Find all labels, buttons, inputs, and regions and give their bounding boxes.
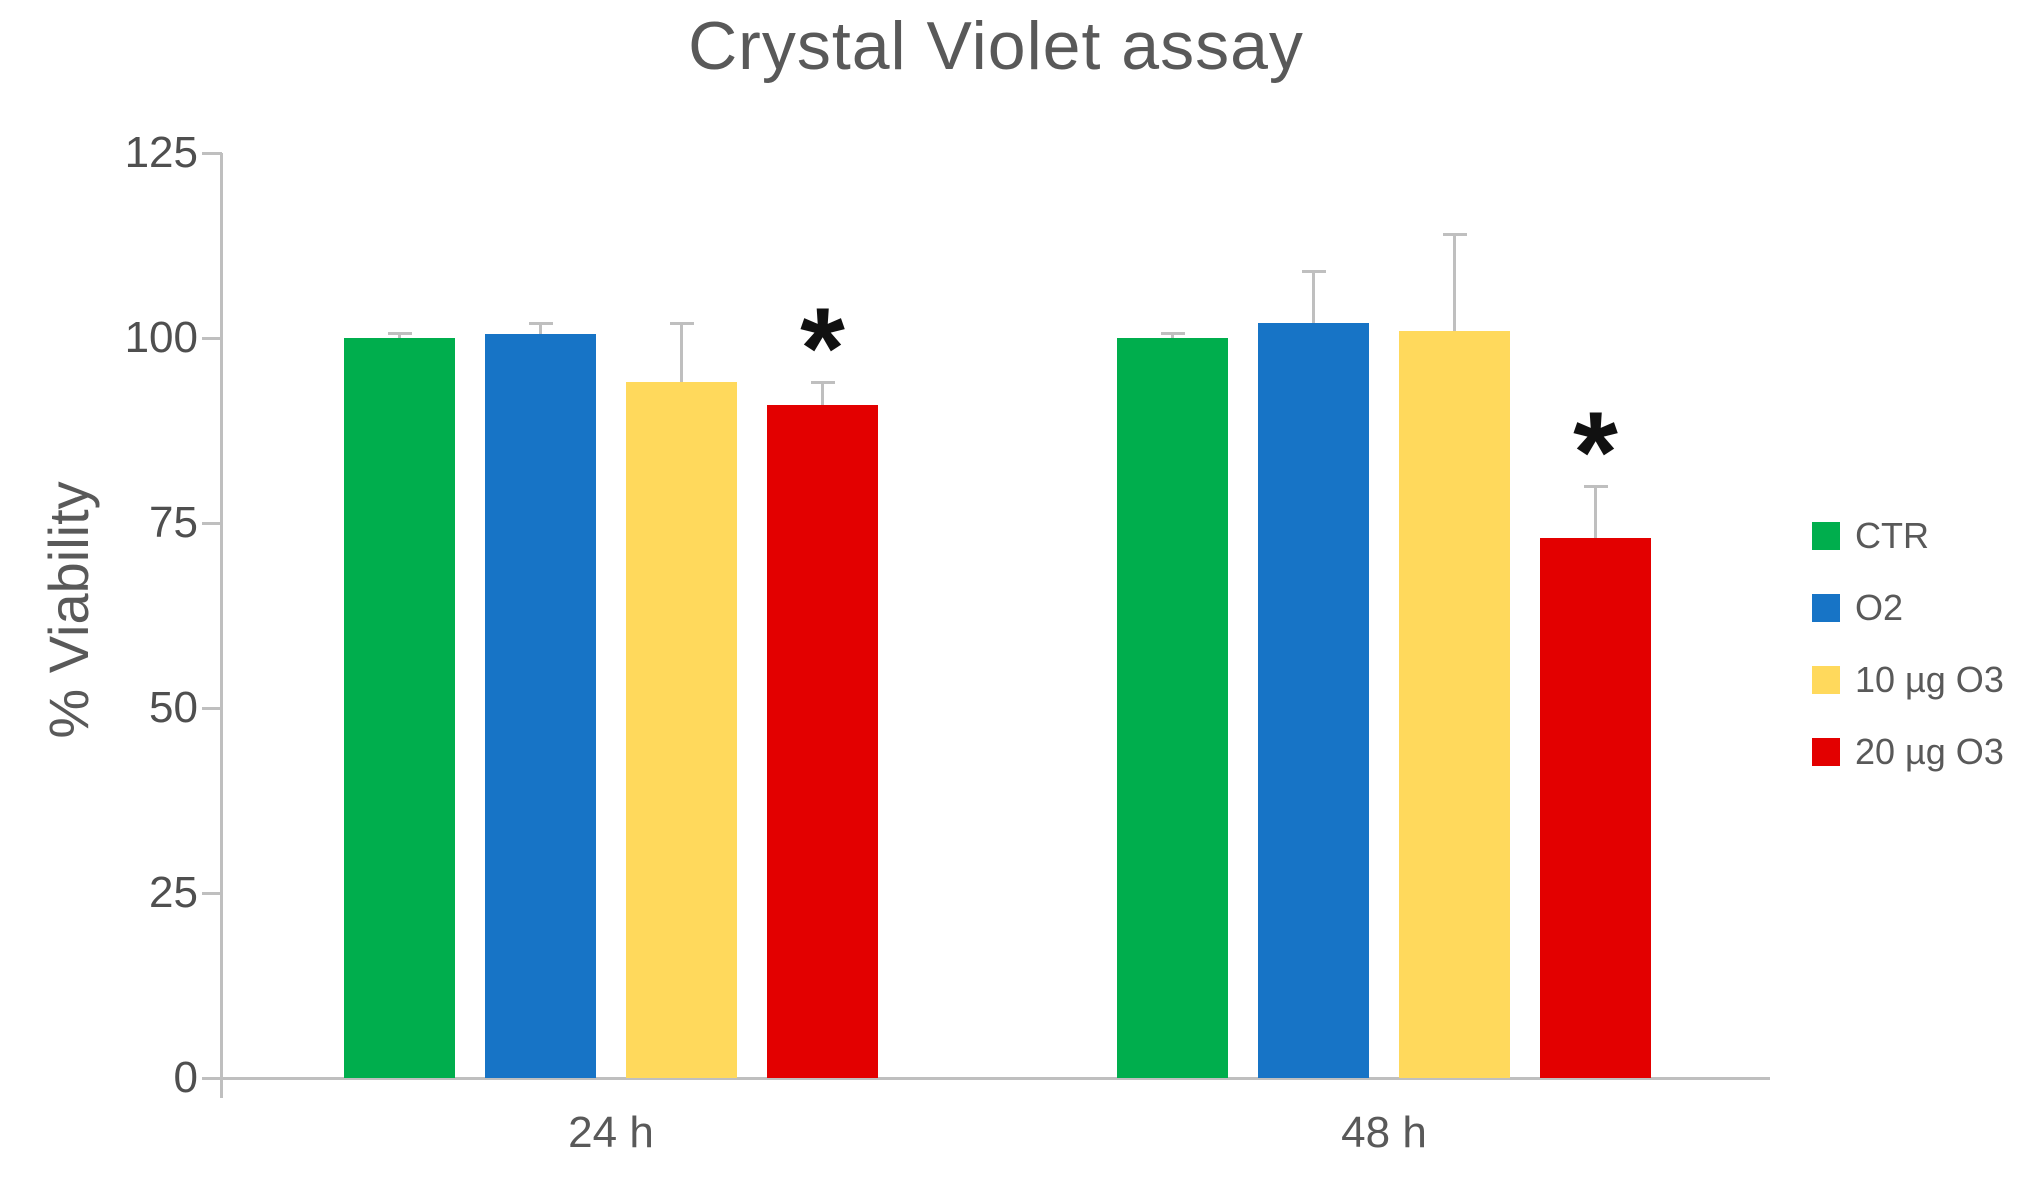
y-tick-mark: [202, 1076, 222, 1080]
y-tick-label: 100: [124, 313, 198, 362]
bar-O2-48h: [1258, 323, 1369, 1078]
y-tick-label: 50: [149, 683, 198, 732]
error-bar: [1171, 332, 1174, 338]
error-bar-cap: [669, 322, 694, 326]
legend-item: O2: [1812, 590, 2004, 626]
legend-swatch: [1812, 522, 1840, 550]
error-bar-cap: [1583, 485, 1608, 488]
y-tick-label: 75: [149, 498, 198, 547]
significance-asterisk: *: [1573, 389, 1618, 517]
legend-item: CTR: [1812, 518, 2004, 554]
legend-item: 20 µg O3: [1812, 734, 2004, 770]
legend-swatch: [1812, 666, 1840, 694]
significance-asterisk: *: [800, 285, 845, 414]
legend-label: O2: [1855, 587, 1904, 628]
error-bar: [680, 323, 683, 383]
legend-label: 20 µg O3: [1855, 731, 2004, 772]
x-axis-left-tick: [220, 1078, 223, 1098]
bar-20-µg-O3-24h: [767, 404, 878, 1078]
y-tick-label: 0: [173, 1053, 198, 1102]
legend-label: CTR: [1855, 515, 1929, 556]
error-bar: [1594, 486, 1597, 538]
y-tick-mark: [202, 336, 222, 340]
bar-CTR-24h: [344, 338, 455, 1078]
error-bar-cap: [1442, 233, 1467, 237]
error-bar-cap: [387, 331, 412, 335]
y-tick-mark: [202, 891, 222, 895]
bar-10-µg-O3-48h: [1399, 330, 1510, 1078]
y-tick-mark: [202, 521, 222, 525]
y-tick-mark: [202, 706, 222, 710]
legend-swatch: [1812, 738, 1840, 766]
y-tick-label: 25: [149, 868, 198, 917]
x-category-label: 24 h: [568, 1108, 654, 1157]
x-category-label: 48 h: [1341, 1108, 1427, 1157]
bar-10-µg-O3-24h: [626, 382, 737, 1078]
y-axis-title: % Viability: [37, 481, 100, 739]
y-tick-label: 125: [124, 128, 198, 177]
bar-O2-24h: [485, 334, 596, 1078]
error-bar: [1312, 271, 1315, 324]
error-bar: [539, 323, 542, 335]
legend-item: 10 µg O3: [1812, 662, 2004, 698]
x-axis-line: [222, 1077, 1770, 1080]
y-axis-line: [220, 153, 223, 1078]
legend-label: 10 µg O3: [1855, 659, 2004, 700]
bar-CTR-48h: [1117, 338, 1228, 1078]
error-bar-cap: [810, 381, 835, 385]
legend-swatch: [1812, 594, 1840, 622]
error-bar-cap: [1160, 331, 1185, 335]
error-bar: [1453, 234, 1456, 331]
legend: CTR O2 10 µg O3 20 µg O3: [1812, 518, 2004, 770]
error-bar: [398, 332, 401, 338]
chart-title: Crystal Violet assay: [688, 8, 1304, 84]
error-bar-cap: [528, 322, 553, 326]
y-tick-mark: [202, 151, 222, 155]
error-bar: [821, 382, 824, 405]
error-bar-cap: [1301, 270, 1326, 274]
bar-20-µg-O3-48h: [1540, 537, 1651, 1078]
